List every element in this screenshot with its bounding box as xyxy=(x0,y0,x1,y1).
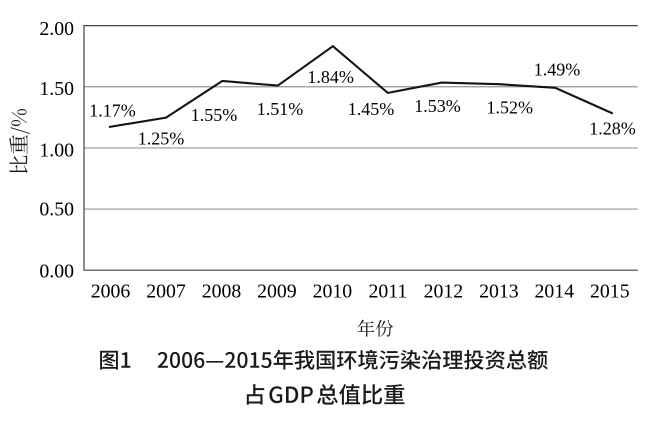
svg-text:1.45%: 1.45% xyxy=(348,99,395,119)
svg-text:2009: 2009 xyxy=(257,281,297,303)
svg-text:0.50: 0.50 xyxy=(39,198,74,220)
svg-text:2011: 2011 xyxy=(368,281,407,303)
svg-text:2013: 2013 xyxy=(479,281,519,303)
svg-text:2014: 2014 xyxy=(535,281,575,303)
svg-text:2012: 2012 xyxy=(424,281,464,303)
svg-text:2010: 2010 xyxy=(313,281,353,303)
svg-text:1.52%: 1.52% xyxy=(487,98,534,118)
svg-text:1.00: 1.00 xyxy=(39,140,74,162)
svg-text:2015: 2015 xyxy=(590,281,630,303)
svg-text:1.50: 1.50 xyxy=(39,78,74,100)
svg-text:2007: 2007 xyxy=(146,281,186,303)
svg-text:2.00: 2.00 xyxy=(39,18,74,40)
svg-text:0.00: 0.00 xyxy=(39,261,74,283)
svg-text:1.25%: 1.25% xyxy=(138,129,185,149)
svg-text:2008: 2008 xyxy=(202,281,242,303)
svg-text:1.17%: 1.17% xyxy=(89,101,136,121)
svg-text:1.55%: 1.55% xyxy=(191,105,238,125)
svg-text:1.51%: 1.51% xyxy=(257,99,304,119)
svg-text:1.28%: 1.28% xyxy=(589,119,636,139)
svg-text:2006: 2006 xyxy=(91,281,131,303)
svg-text:1.53%: 1.53% xyxy=(414,96,461,116)
svg-text:1.84%: 1.84% xyxy=(307,67,354,87)
svg-text:1.49%: 1.49% xyxy=(534,59,581,79)
